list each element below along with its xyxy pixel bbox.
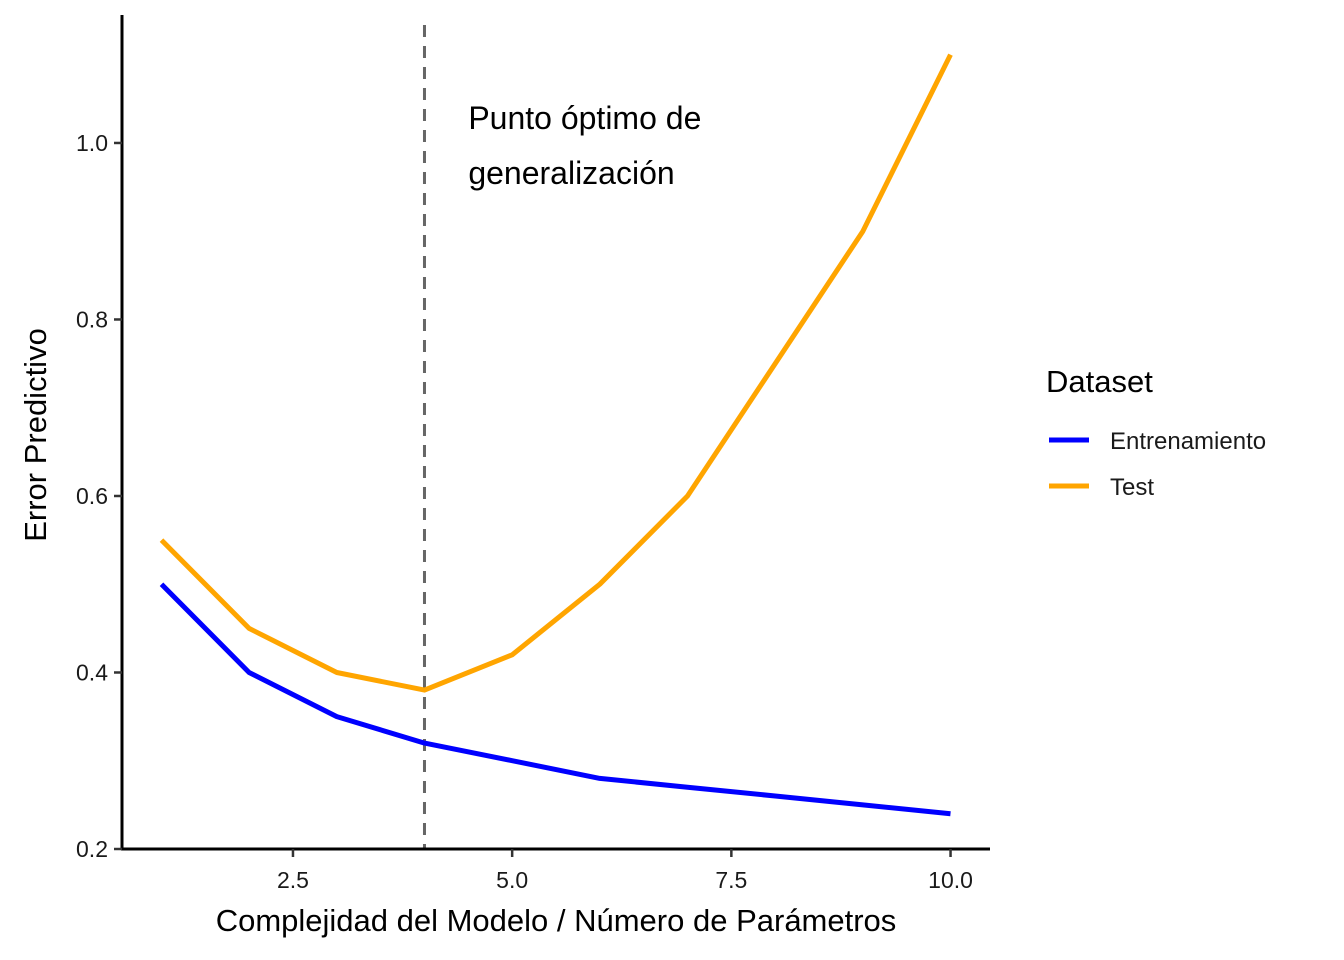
x-tick-label: 5.0 bbox=[496, 867, 528, 893]
plot-area: 2.5 5.0 7.5 10.0 0.2 0.4 0.6 0.8 1.0 Punto óptimo… bbox=[76, 15, 990, 893]
series-line-entrenamiento bbox=[159, 582, 951, 817]
y-tick-label: 0.4 bbox=[76, 659, 108, 685]
legend-title: Dataset bbox=[1046, 364, 1153, 399]
x-tick-label: 2.5 bbox=[277, 867, 309, 893]
annotation-line-2: generalización bbox=[468, 155, 674, 191]
series-line-test bbox=[159, 53, 953, 693]
x-axis-title: Complejidad del Modelo / Número de Parám… bbox=[216, 903, 897, 938]
x-tick-label: 10.0 bbox=[928, 867, 973, 893]
legend-label-entrenamiento: Entrenamiento bbox=[1110, 428, 1266, 455]
y-tick-label: 0.2 bbox=[76, 836, 108, 862]
legend: Dataset Entrenamiento Test bbox=[1046, 364, 1266, 501]
y-tick-label: 0.6 bbox=[76, 483, 108, 509]
legend-label-test: Test bbox=[1110, 474, 1154, 501]
y-tick-label: 0.8 bbox=[76, 306, 108, 332]
y-tick-label: 1.0 bbox=[76, 130, 108, 156]
x-tick-label: 7.5 bbox=[715, 867, 747, 893]
annotation-line-1: Punto óptimo de bbox=[468, 100, 701, 136]
y-axis-title: Error Predictivo bbox=[18, 328, 53, 542]
